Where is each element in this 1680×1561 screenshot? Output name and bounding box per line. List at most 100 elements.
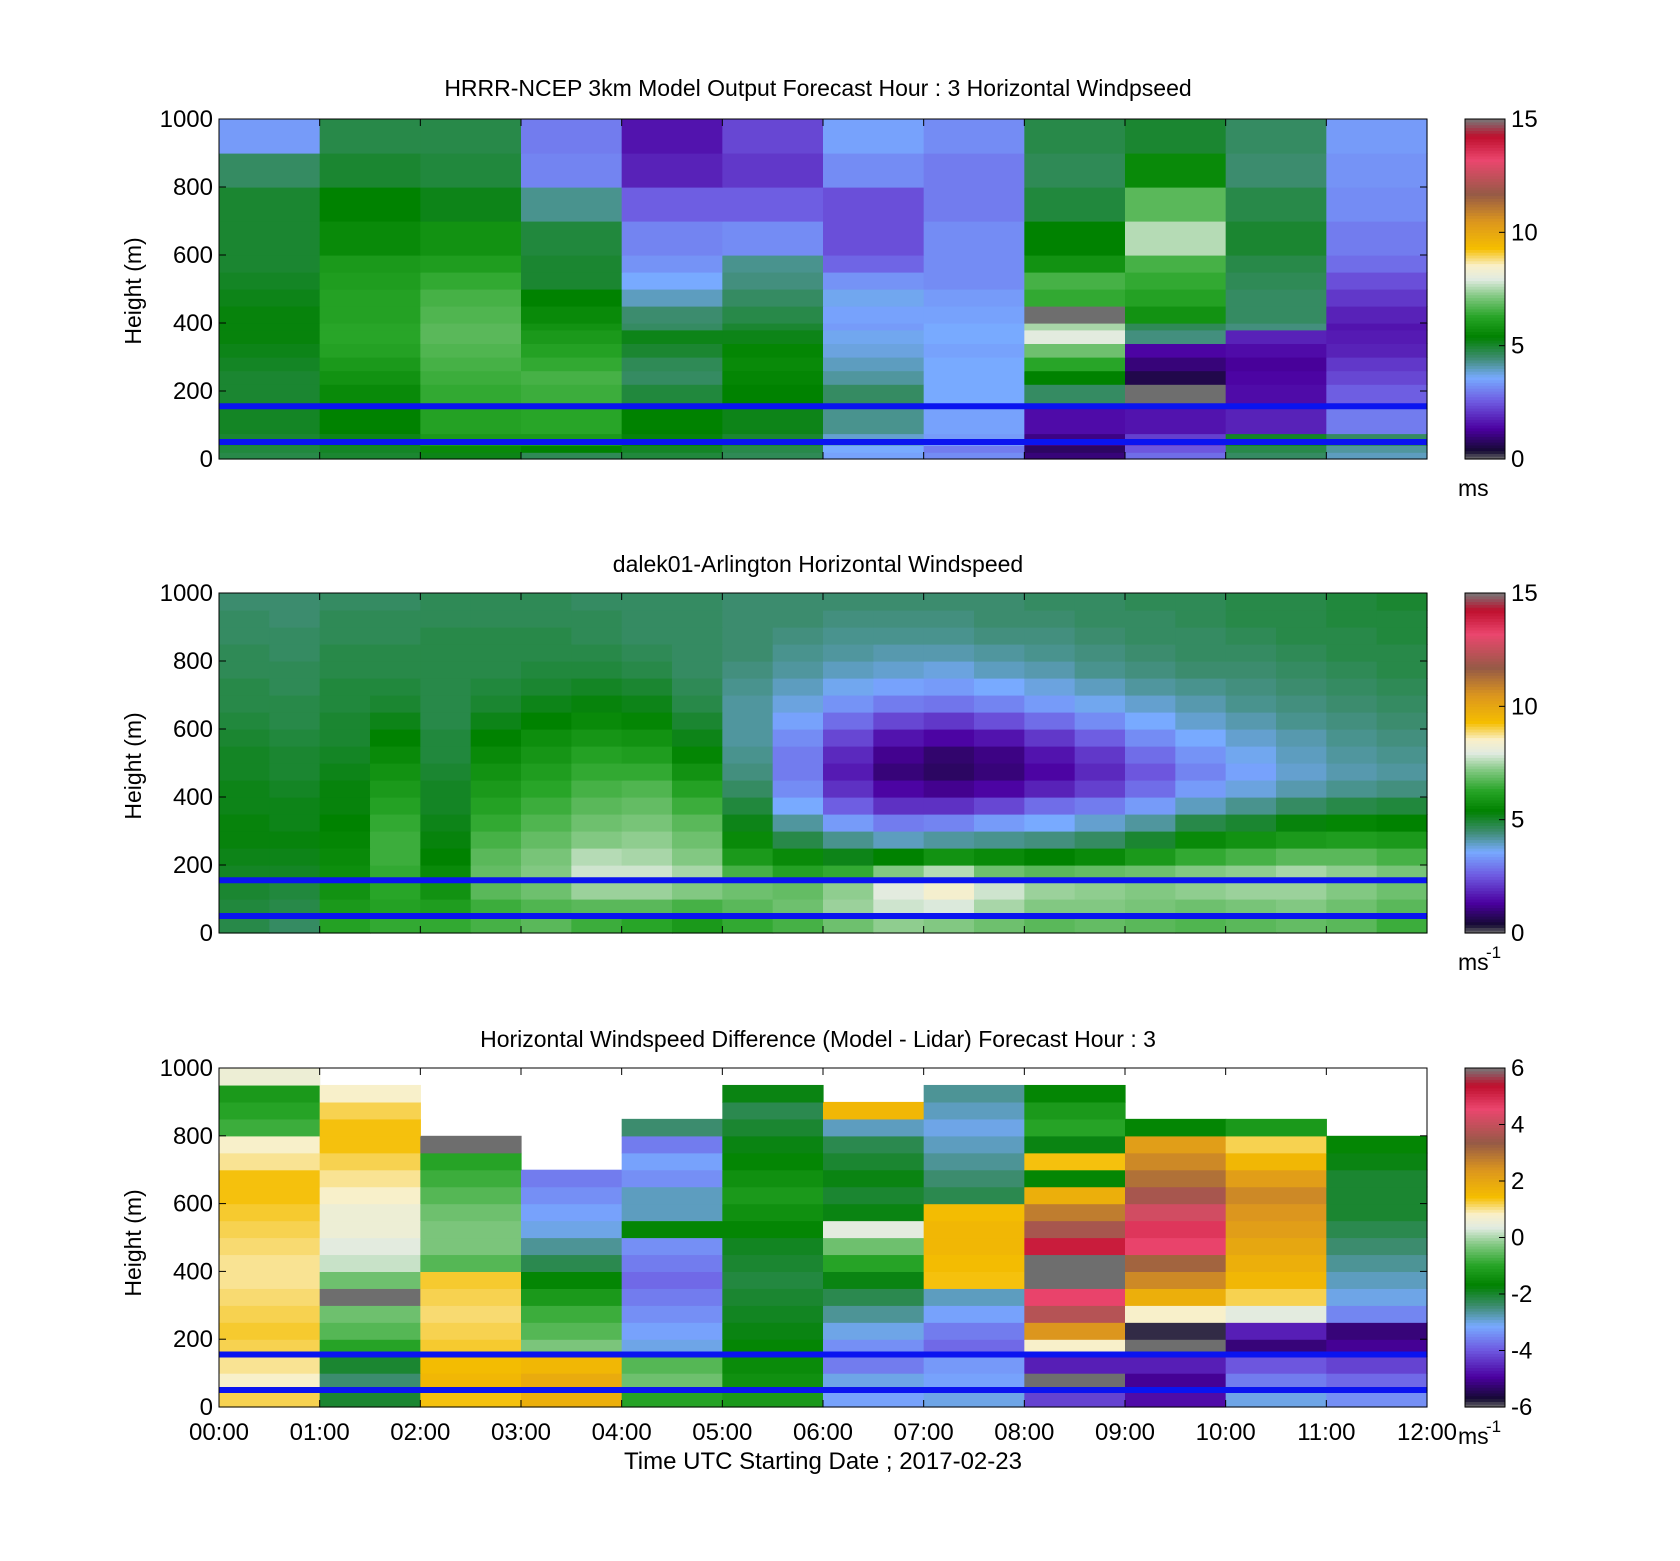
heatmap-cell: [1175, 661, 1227, 679]
heatmap-cell: [823, 1118, 925, 1137]
heatmap-cell: [269, 831, 321, 849]
heatmap-cell: [370, 831, 421, 849]
heatmap-cell: [974, 695, 1025, 713]
heatmap-cell: [621, 763, 673, 781]
heatmap-cell: [219, 1169, 321, 1188]
heatmap-cell: [873, 848, 925, 866]
colorbar-segment: [1465, 246, 1505, 250]
heatmap-cell: [873, 678, 925, 696]
colorbar-segment: [1465, 802, 1505, 807]
heatmap-cell: [420, 1390, 522, 1408]
heatmap-cell: [722, 831, 774, 849]
colorbar-segment: [1465, 127, 1505, 131]
heatmap-cell: [319, 746, 371, 764]
heatmap-cell: [1376, 712, 1428, 730]
heatmap-cell: [1326, 1305, 1428, 1323]
colorbar-segment: [1465, 601, 1505, 605]
colorbar-segment: [1465, 839, 1505, 843]
heatmap-cell: [521, 1356, 623, 1374]
colorbar-segment: [1465, 215, 1505, 219]
heatmap-cell: [722, 408, 824, 435]
heatmap-cell: [1225, 187, 1327, 222]
heatmap-cell: [1225, 1237, 1327, 1256]
colorbar-segment: [1465, 1209, 1505, 1213]
colorbar-segment: [1465, 777, 1505, 781]
heatmap-cell: [923, 1373, 1025, 1391]
heatmap-cell: [1276, 627, 1327, 645]
heatmap-cell: [1225, 408, 1327, 435]
heatmap-cell: [621, 119, 723, 154]
colorbar-segment: [1465, 763, 1505, 767]
colorbar-segment: [1465, 430, 1505, 435]
heatmap-cell: [1225, 1186, 1327, 1205]
heatmap-cell: [722, 1203, 824, 1222]
heatmap-cell: [420, 329, 522, 344]
colorbar-segment: [1465, 1370, 1505, 1374]
colorbar-segment: [1465, 1285, 1505, 1289]
heatmap-cell: [470, 678, 522, 696]
heatmap-cell: [1175, 644, 1227, 662]
colorbar-segment: [1465, 1096, 1505, 1100]
heatmap-cell: [1276, 848, 1327, 866]
heatmap-cell: [621, 831, 673, 849]
heatmap-cell: [621, 1373, 723, 1391]
heatmap-cell: [319, 187, 421, 222]
heatmap-cell: [521, 221, 623, 256]
heatmap-cell: [521, 1322, 623, 1340]
heatmap-cell: [420, 1169, 522, 1188]
heatmap-cell: [1326, 848, 1378, 866]
heatmap-cell: [420, 221, 522, 256]
heatmap-cell: [772, 797, 824, 815]
heatmap-cell: [823, 408, 925, 435]
heatmap-cell: [823, 1271, 925, 1289]
colorbar-segment: [1465, 410, 1505, 415]
heatmap-cell: [1175, 831, 1227, 849]
heatmap-cell: [1074, 610, 1126, 628]
heatmap-cell: [219, 408, 321, 435]
heatmap-cell: [319, 1203, 421, 1222]
heatmap-cell: [823, 916, 874, 934]
heatmap-cell: [370, 661, 421, 679]
heatmap-cell: [1074, 899, 1126, 917]
colorbar-segment: [1465, 405, 1505, 409]
heatmap-cell: [722, 746, 774, 764]
heatmap-cell: [873, 729, 925, 747]
heatmap-cell: [470, 831, 522, 849]
colorbar-segment: [1465, 317, 1505, 321]
colorbar-segment: [1465, 260, 1505, 265]
heatmap-cell: [1326, 831, 1378, 849]
heatmap-cell: [1024, 746, 1076, 764]
heatmap-cell: [873, 593, 925, 611]
heatmap-cell: [1225, 712, 1277, 730]
y-tick-label: 0: [200, 920, 213, 947]
heatmap-cell: [1125, 255, 1227, 273]
heatmap-cell: [772, 593, 824, 611]
heatmap-cell: [1326, 1237, 1428, 1256]
colorbar-segment: [1465, 748, 1505, 753]
heatmap-cell: [1175, 814, 1227, 832]
heatmap-cell: [923, 593, 975, 611]
colorbar-segment: [1465, 771, 1505, 775]
colorbar-segment: [1465, 308, 1505, 313]
heatmap-cell: [722, 289, 824, 307]
heatmap-cell: [1125, 644, 1176, 662]
heatmap-cell: [923, 187, 1025, 222]
heatmap-cell: [420, 780, 472, 798]
heatmap-cell: [319, 610, 371, 628]
heatmap-cell: [672, 831, 723, 849]
colorbar-segment: [1465, 822, 1505, 826]
heatmap-cell: [420, 916, 472, 934]
heatmap-cell: [823, 899, 874, 917]
heatmap-cell: [319, 1390, 421, 1408]
y-tick-label: 400: [173, 310, 213, 337]
heatmap-cell: [1024, 729, 1076, 747]
heatmap-cell: [923, 1271, 1025, 1289]
heatmap-cell: [1125, 814, 1176, 832]
heatmap-cell: [722, 153, 824, 188]
heatmap-cell: [1175, 848, 1227, 866]
colorbar-tick-label: 6: [1511, 1055, 1524, 1082]
heatmap-cell: [420, 1288, 522, 1306]
panel-1-title: HRRR-NCEP 3km Model Output Forecast Hour…: [444, 75, 1191, 101]
heatmap-cell: [1326, 153, 1428, 188]
colorbar-segment: [1465, 272, 1505, 276]
